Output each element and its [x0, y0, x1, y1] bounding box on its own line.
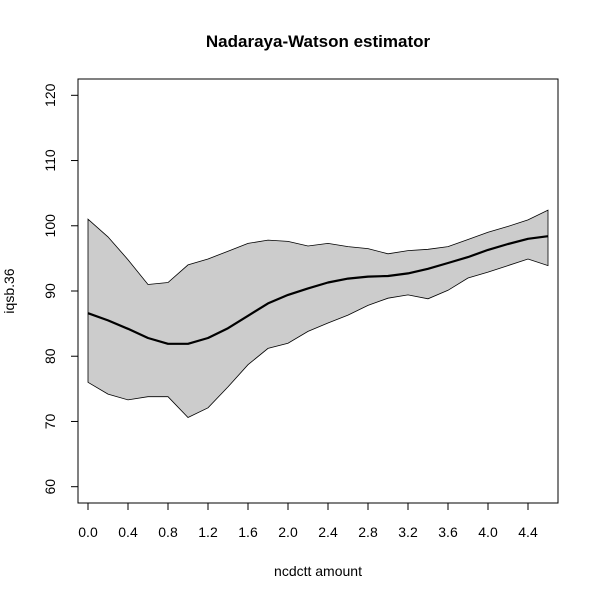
x-tick-label: 1.6 — [238, 524, 258, 540]
chart-title: Nadaraya-Watson estimator — [206, 32, 431, 51]
x-axis: 0.0 0.4 0.8 1.2 1.6 2.0 2.4 2.8 3.2 3.6 4.0 4.4 — [78, 502, 538, 540]
estimate-line — [87, 235, 549, 345]
x-tick-label: 4.4 — [518, 524, 538, 540]
y-tick-label: 70 — [42, 414, 58, 430]
y-tick-label: 80 — [42, 348, 58, 364]
x-tick-label: 2.0 — [278, 524, 298, 540]
x-tick-label: 1.2 — [198, 524, 218, 540]
x-tick-label: 2.4 — [318, 524, 338, 540]
x-tick-label: 4.0 — [478, 524, 498, 540]
x-tick-label: 0.0 — [78, 524, 98, 540]
confidence-band — [87, 209, 549, 418]
x-tick-label: 0.8 — [158, 524, 178, 540]
x-axis-label: ncdctt amount — [274, 563, 362, 579]
y-tick-label: 90 — [42, 283, 58, 299]
y-tick-label: 120 — [42, 83, 58, 107]
x-tick-label: 3.6 — [438, 524, 458, 540]
y-axis-label: iqsb.36 — [1, 268, 17, 313]
x-tick-label: 2.8 — [358, 524, 378, 540]
x-tick-label: 0.4 — [118, 524, 138, 540]
y-axis: 60 70 80 90 100 110 120 — [42, 83, 79, 495]
y-tick-label: 60 — [42, 479, 58, 495]
y-tick-label: 100 — [42, 214, 58, 238]
plot-area — [87, 209, 549, 418]
x-tick-label: 3.2 — [398, 524, 418, 540]
y-tick-label: 110 — [42, 149, 58, 172]
